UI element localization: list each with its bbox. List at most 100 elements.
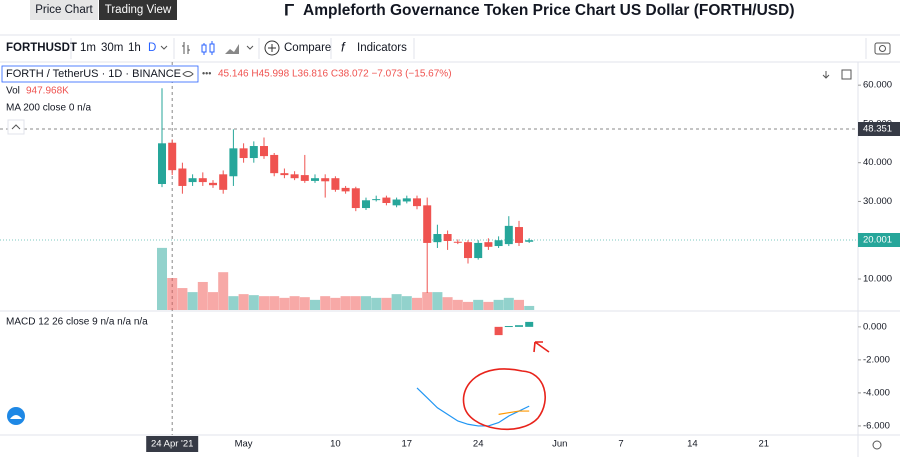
area-icon[interactable] <box>225 44 239 54</box>
candle-body <box>260 146 268 157</box>
collapse-button[interactable] <box>11 124 21 130</box>
candle-body <box>300 175 309 181</box>
histogram-bar <box>525 321 534 327</box>
candle-body <box>341 187 350 192</box>
candle-body <box>515 227 523 243</box>
crosshair-price-bg <box>858 122 900 136</box>
dropdown[interactable] <box>160 45 168 50</box>
compare-button[interactable]: Compare <box>284 42 331 54</box>
candle-body <box>464 242 472 259</box>
candle-icon[interactable] <box>209 43 215 53</box>
x-tick-label: 10 <box>330 439 341 450</box>
volume-bar <box>432 292 443 310</box>
dropdown[interactable] <box>246 45 254 50</box>
candle-body <box>504 225 513 245</box>
candle-body <box>392 199 401 206</box>
candle-body <box>229 148 238 177</box>
volume-bar <box>218 272 229 310</box>
tab-bg[interactable] <box>30 0 98 20</box>
histogram-bar <box>515 325 523 327</box>
symbol[interactable]: FORTHUSDT <box>6 42 77 54</box>
fullscreen-icon[interactable] <box>841 69 852 80</box>
candle-body <box>474 242 483 259</box>
macd-line <box>416 387 530 427</box>
candle-icon[interactable] <box>201 44 207 53</box>
x-tick-label: 24 <box>473 439 484 450</box>
candle-body <box>372 199 381 201</box>
x-tick-label: 21 <box>759 439 770 450</box>
indicators-icon[interactable]: f <box>341 39 346 54</box>
bar-style-icon[interactable] <box>182 42 190 54</box>
candle-body <box>290 174 299 179</box>
candle-body <box>382 197 391 204</box>
volume-bar <box>289 296 300 310</box>
volume-bar <box>473 299 484 310</box>
volume-bar <box>524 305 535 310</box>
candle-body <box>453 241 462 243</box>
volume-bar <box>452 299 463 310</box>
volume-bar <box>310 299 320 310</box>
candle-body <box>484 242 493 247</box>
interval[interactable]: 30m <box>101 42 123 54</box>
interval[interactable]: D <box>148 42 156 54</box>
page-title: Ampleforth Governance Token Price Chart … <box>303 2 794 19</box>
crosshair-time-bg <box>146 436 199 452</box>
candle-body <box>351 188 360 209</box>
candle-body <box>249 146 258 159</box>
candle-body <box>270 154 279 174</box>
volume-bar <box>248 295 259 310</box>
x-tick-label: 17 <box>402 439 413 450</box>
volume-bar <box>493 299 504 310</box>
histogram-bar <box>504 326 513 328</box>
y-tick-label: 40.000 <box>863 157 892 168</box>
plot: 10.00020.00030.00040.00050.00060.0000.00… <box>0 62 900 452</box>
candle-body <box>433 234 442 243</box>
y-tick-label: -4.000 <box>863 387 890 398</box>
legend-symbol-box[interactable] <box>1 65 199 83</box>
interval[interactable]: 1h <box>128 42 141 54</box>
candle-body <box>413 198 421 207</box>
tv-logo[interactable] <box>10 415 22 419</box>
volume-bar <box>269 296 280 310</box>
volume-bar <box>442 297 453 310</box>
volume-bar <box>381 297 392 310</box>
candle-body <box>280 173 289 176</box>
candle-body <box>494 240 503 247</box>
volume-bar <box>401 296 412 310</box>
candle-body <box>443 234 452 241</box>
tab[interactable]: Trading View <box>105 4 172 16</box>
y-tick-label: 60.000 <box>863 80 892 91</box>
collapse-button[interactable] <box>7 119 25 135</box>
indicators-button[interactable]: Indicators <box>357 42 407 54</box>
volume-bar <box>157 247 167 310</box>
volume-bar <box>259 296 269 310</box>
volume-bar <box>187 292 198 310</box>
more-icon[interactable]: ••• <box>202 68 211 78</box>
settings-icon[interactable] <box>872 440 882 450</box>
volume-bar <box>208 292 218 310</box>
ma-label: MA 200 close 0 n/a <box>6 103 91 114</box>
last-price-bg <box>858 233 900 247</box>
download-icon[interactable] <box>822 71 830 79</box>
eye-icon[interactable] <box>182 71 194 77</box>
volume-bar <box>177 288 188 310</box>
tab[interactable]: Price Chart <box>35 4 93 16</box>
tab-bg[interactable] <box>99 0 177 20</box>
candle-body <box>198 178 207 183</box>
compare-icon[interactable] <box>268 44 276 52</box>
camera-icon[interactable] <box>874 42 891 55</box>
candle-body <box>525 240 534 242</box>
compare-icon[interactable] <box>264 40 280 56</box>
camera-icon[interactable] <box>879 45 886 52</box>
candle-body <box>209 182 217 186</box>
volume-bar <box>279 297 290 310</box>
x-tick-label: 7 <box>618 439 623 450</box>
candle-body <box>331 178 340 190</box>
volume-bar <box>483 301 494 310</box>
x-tick-label: May <box>235 439 253 450</box>
y-tick-label: -6.000 <box>863 420 890 431</box>
interval[interactable]: 1m <box>80 42 96 54</box>
logo: Γ <box>284 0 294 19</box>
candle-body <box>158 143 166 185</box>
volume-bar <box>167 278 178 310</box>
